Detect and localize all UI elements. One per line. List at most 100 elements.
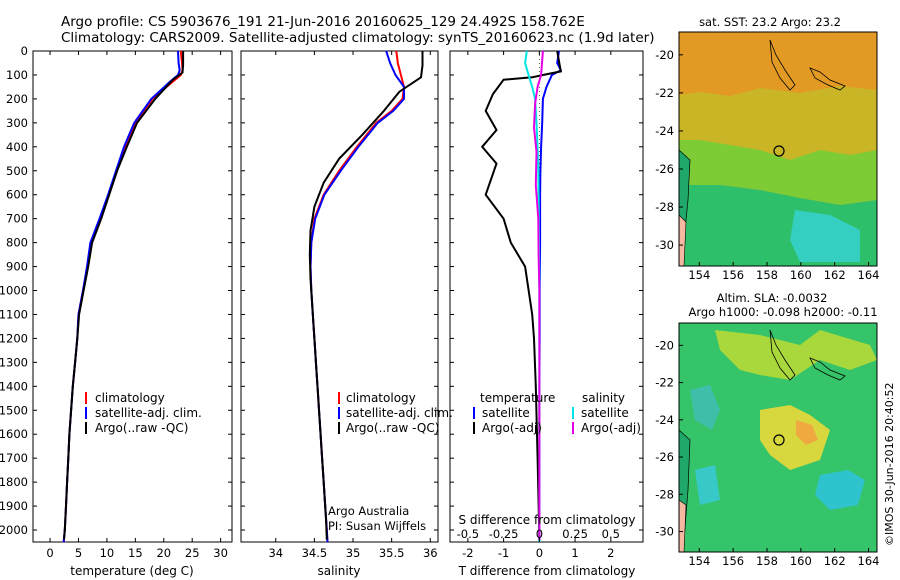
- x-tick-label: 15: [128, 546, 143, 560]
- map-x-tick-label: 154: [688, 554, 710, 568]
- series-line-argo-adj-: [532, 50, 544, 540]
- depth-tick-label: 1700: [0, 451, 28, 465]
- x-tick-label: -2: [462, 546, 473, 560]
- x-tick-label: 5: [75, 546, 82, 560]
- s-difference-xlabel: S difference from climatology: [459, 513, 636, 527]
- x-tick-label: 34: [268, 546, 283, 560]
- map-x-tick-label: 160: [790, 268, 812, 282]
- depth-tick-label: 500: [6, 164, 28, 178]
- depth-tick-label: 0: [21, 44, 28, 58]
- legend-argo: Argo(..raw -QC): [95, 421, 188, 435]
- map-y-tick-label: -22: [655, 86, 674, 100]
- temperature-series: [62, 50, 185, 543]
- sst-reef-outline-2: [809, 67, 846, 91]
- sla-orange-patch: [796, 420, 818, 445]
- map-y-tick-label: -24: [655, 413, 674, 427]
- map-x-tick-label: 160: [790, 554, 812, 568]
- salinity-panel: [240, 50, 439, 543]
- s-difference-tick-label: -0.5: [457, 527, 479, 541]
- sst-warm-band: [679, 86, 877, 160]
- sla-teal-patch-1: [690, 385, 720, 430]
- sla-yellowgreen-band: [715, 330, 877, 380]
- x-tick-label: 0: [536, 546, 543, 560]
- sst-map-axes: 154 156 158 160 162 164 -20 -22 -24 -26 -28 -30: [655, 48, 879, 282]
- difference-series: [480, 50, 563, 542]
- sla-map-title: Altim. SLA: -0.0032: [717, 291, 828, 305]
- series-line-argo-raw-qc-: [63, 51, 185, 540]
- depth-tick-label: 1800: [0, 475, 28, 489]
- depth-tick-label: 200: [6, 92, 28, 106]
- depth-tick-label: 400: [6, 140, 28, 154]
- depth-tick-label: 700: [6, 212, 28, 226]
- x-tick-label: 25: [185, 546, 200, 560]
- x-tick-label: -1: [498, 546, 509, 560]
- map-y-tick-label: -26: [655, 162, 674, 176]
- difference-panel: [449, 50, 644, 543]
- sla-cyan-patch-2: [815, 470, 865, 510]
- imos-watermark: ©IMOS 30-Jun-2016 20:40:52: [883, 382, 896, 546]
- sla-map-subtitle: Argo h1000: -0.098 h2000: -0.11: [688, 305, 877, 319]
- x-tick-label: 30: [213, 546, 228, 560]
- x-tick-label: 20: [156, 546, 171, 560]
- x-tick-label: 2: [607, 546, 614, 560]
- legend-climatology: climatology: [95, 391, 165, 405]
- depth-tick-label: 300: [6, 116, 28, 130]
- depth-tick-label: 1300: [0, 355, 28, 369]
- sst-reef-outline: [769, 39, 796, 91]
- salinity-xlabel: salinity: [317, 564, 360, 578]
- map-y-tick-label: -30: [655, 238, 674, 252]
- depth-tick-label: 600: [6, 188, 28, 202]
- depth-tick-label: 1000: [0, 284, 28, 298]
- map-x-tick-label: 164: [858, 554, 880, 568]
- sla-map-axes: 154 156 158 160 162 164 -20 -22 -24 -26 -28 -30: [655, 338, 879, 568]
- sla-reef-outline: [769, 329, 796, 381]
- x-tick-label: 35.5: [379, 546, 405, 560]
- sst-mid-band: [679, 140, 877, 205]
- legend-climatology: climatology: [346, 391, 416, 405]
- depth-tick-label: 100: [6, 68, 28, 82]
- map-y-tick-label: -28: [655, 200, 674, 214]
- legend-t-satellite: satellite: [482, 406, 530, 420]
- depth-tick-label: 1100: [0, 307, 28, 321]
- s-difference-tick-label: 0: [536, 527, 543, 541]
- legend-salinity-heading: salinity: [582, 391, 625, 405]
- sst-cyan-patch: [790, 210, 860, 262]
- legend-argo: Argo(..raw -QC): [346, 421, 439, 435]
- depth-tick-label: 800: [6, 236, 28, 250]
- annotation-argo-australia: Argo Australia: [328, 504, 409, 518]
- header-line1: Argo profile: CS 5903676_191 21-Jun-2016…: [61, 14, 585, 30]
- map-x-tick-label: 158: [756, 554, 778, 568]
- map-y-tick-label: -20: [655, 48, 674, 62]
- legend-satellite: satellite-adj. clim.: [346, 406, 453, 420]
- map-y-tick-label: -22: [655, 376, 674, 390]
- sla-reef-outline-2: [809, 357, 846, 381]
- t-difference-xlabel: T difference from climatology: [458, 564, 636, 578]
- sst-map: [678, 31, 878, 267]
- map-y-tick-label: -28: [655, 487, 674, 501]
- map-x-tick-label: 156: [722, 554, 744, 568]
- header-line2: Climatology: CARS2009. Satellite-adjuste…: [61, 30, 654, 46]
- annotation-pi: PI: Susan Wijffels: [328, 519, 426, 533]
- map-x-tick-label: 164: [858, 268, 880, 282]
- s-difference-tick-label: 0.25: [562, 527, 588, 541]
- sst-argo-location-marker: [773, 145, 785, 157]
- difference-legend: temperature satellite Argo(-adj) salinit…: [473, 391, 641, 435]
- map-y-tick-label: -20: [655, 338, 674, 352]
- x-tick-label: 0: [46, 546, 53, 560]
- x-tick-label: 34.5: [302, 546, 328, 560]
- legend-s-argo: Argo(-adj): [581, 421, 641, 435]
- depth-tick-label: 1500: [0, 403, 28, 417]
- map-y-tick-label: -24: [655, 124, 674, 138]
- map-x-tick-label: 154: [688, 268, 710, 282]
- sst-map-title: sat. SST: 23.2 Argo: 23.2: [699, 15, 841, 29]
- sla-yellow-patch: [760, 405, 830, 470]
- map-x-tick-label: 158: [756, 268, 778, 282]
- legend-s-satellite: satellite: [581, 406, 629, 420]
- sla-map: [678, 322, 878, 553]
- sla-argo-location-marker: [773, 434, 785, 446]
- legend-t-argo: Argo(-adj): [482, 421, 542, 435]
- map-x-tick-label: 162: [824, 554, 846, 568]
- sst-map-frame: [678, 31, 878, 267]
- legend-temperature-heading: temperature: [480, 391, 555, 405]
